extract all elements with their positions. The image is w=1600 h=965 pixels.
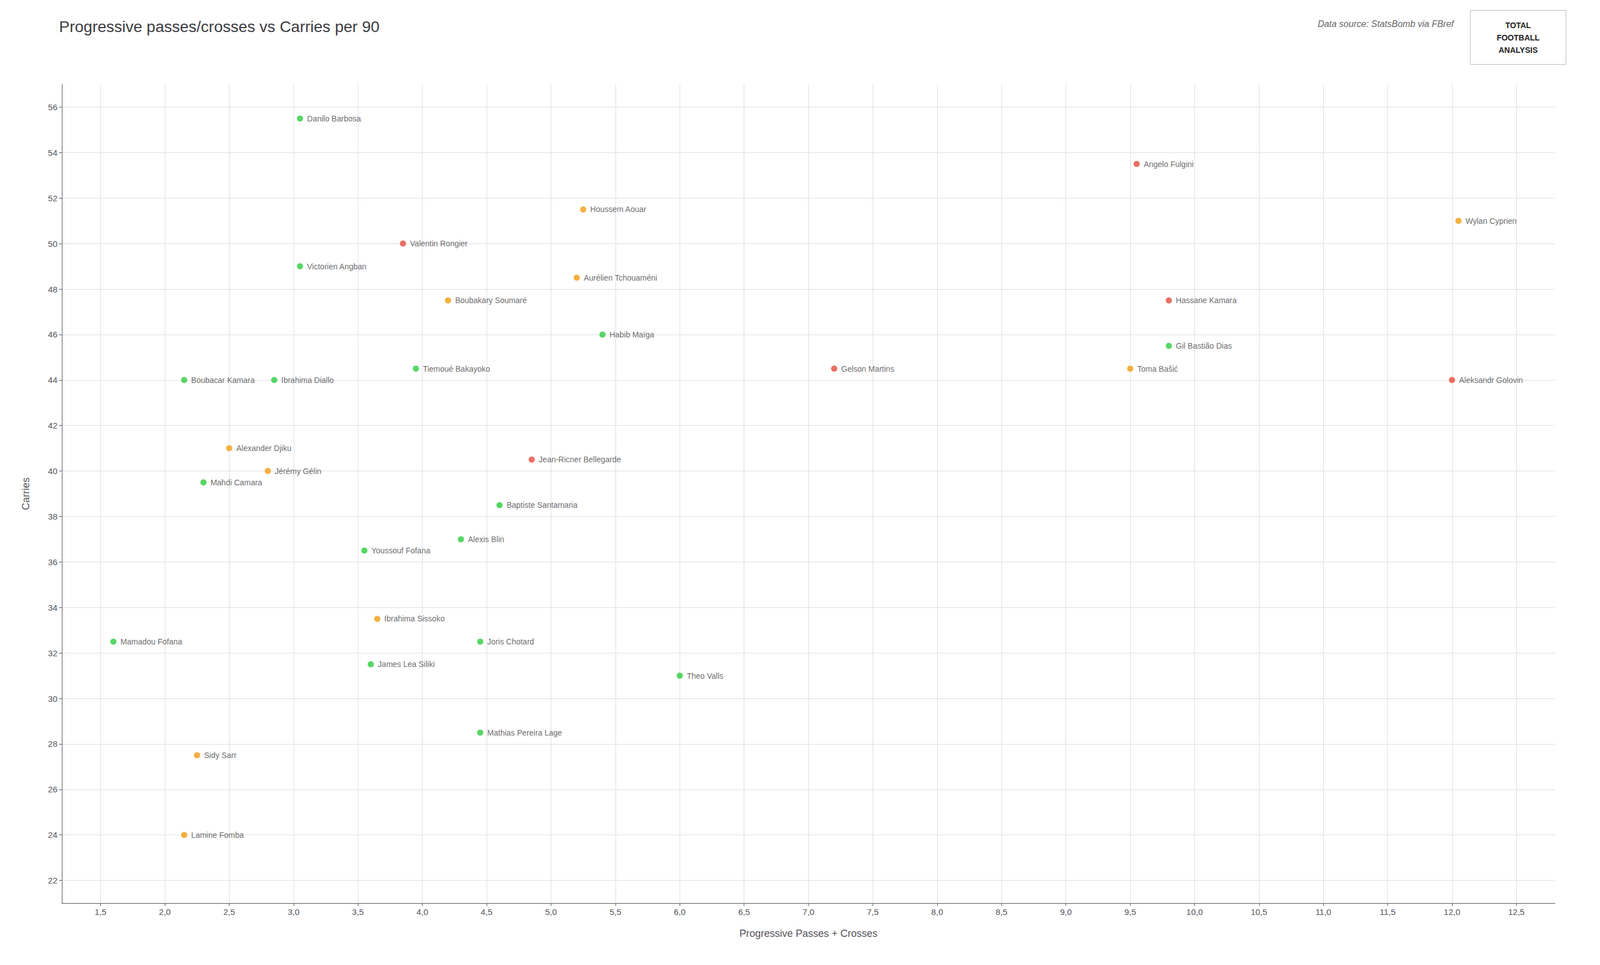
svg-text:Alexander Djiku: Alexander Djiku — [236, 443, 292, 453]
svg-text:12,5: 12,5 — [1508, 907, 1525, 918]
svg-text:4,0: 4,0 — [416, 907, 429, 918]
svg-text:32: 32 — [47, 648, 58, 659]
svg-text:Data source: StatsBomb via FBr: Data source: StatsBomb via FBref — [1317, 19, 1455, 29]
svg-text:Progressive passes/crosses vs: Progressive passes/crosses vs Carries pe… — [59, 18, 380, 36]
svg-text:Jérémy Gélin: Jérémy Gélin — [275, 466, 322, 476]
svg-text:6,5: 6,5 — [738, 907, 750, 918]
svg-text:Baptiste Santamaria: Baptiste Santamaria — [506, 500, 578, 510]
svg-text:1,5: 1,5 — [94, 907, 107, 918]
svg-text:FOOTBALL: FOOTBALL — [1496, 33, 1540, 43]
svg-text:2,5: 2,5 — [223, 907, 236, 918]
svg-text:Valentin Rongier: Valentin Rongier — [410, 239, 469, 249]
svg-text:Aurélien Tchouaméni: Aurélien Tchouaméni — [583, 273, 658, 283]
svg-text:Joris Chotard: Joris Chotard — [487, 637, 534, 647]
svg-text:Theo Valls: Theo Valls — [686, 671, 724, 681]
svg-text:Danilo Barbosa: Danilo Barbosa — [307, 114, 362, 124]
svg-text:Carries: Carries — [20, 477, 32, 511]
svg-text:24: 24 — [47, 830, 58, 840]
svg-text:ANALYSIS: ANALYSIS — [1498, 45, 1539, 55]
svg-text:Sidy Sarr: Sidy Sarr — [204, 751, 237, 761]
svg-text:34: 34 — [47, 603, 58, 613]
svg-text:Houssem Aouar: Houssem Aouar — [590, 204, 647, 214]
svg-text:10,0: 10,0 — [1186, 907, 1203, 918]
svg-text:42: 42 — [47, 420, 58, 431]
svg-text:11,0: 11,0 — [1315, 907, 1332, 918]
svg-text:James Lea Siliki: James Lea Siliki — [378, 659, 435, 669]
svg-text:46: 46 — [47, 329, 58, 340]
svg-text:Progressive Passes + Crosses: Progressive Passes + Crosses — [739, 928, 878, 940]
svg-text:6,0: 6,0 — [673, 907, 686, 918]
svg-text:10,5: 10,5 — [1250, 907, 1267, 918]
svg-text:TOTAL: TOTAL — [1505, 20, 1532, 30]
svg-text:48: 48 — [47, 284, 58, 295]
svg-text:Angelo Fulgini: Angelo Fulgini — [1143, 159, 1194, 169]
svg-text:30: 30 — [47, 694, 58, 704]
svg-text:36: 36 — [47, 557, 58, 568]
svg-text:2,0: 2,0 — [159, 907, 172, 918]
svg-text:40: 40 — [47, 466, 58, 476]
svg-text:50: 50 — [47, 239, 58, 249]
svg-text:Mathias Pereira Lage: Mathias Pereira Lage — [487, 728, 563, 738]
svg-text:56: 56 — [47, 102, 58, 112]
svg-text:Wylan Cyprien: Wylan Cyprien — [1465, 216, 1517, 226]
svg-text:Aleksandr Golovin: Aleksandr Golovin — [1458, 375, 1523, 385]
svg-text:Victorien Angban: Victorien Angban — [307, 262, 367, 272]
svg-text:Mahdi Camara: Mahdi Camara — [210, 478, 263, 488]
svg-text:9,5: 9,5 — [1124, 907, 1137, 918]
svg-text:Boubakary Soumaré: Boubakary Soumaré — [455, 295, 528, 305]
svg-text:Ibrahima Diallo: Ibrahima Diallo — [281, 375, 335, 385]
svg-text:54: 54 — [47, 147, 58, 158]
svg-text:Toma Bašić: Toma Bašić — [1136, 364, 1178, 374]
svg-text:Habib Maïga: Habib Maïga — [609, 330, 655, 340]
svg-text:8,5: 8,5 — [995, 907, 1008, 918]
svg-text:26: 26 — [47, 784, 58, 795]
svg-text:38: 38 — [47, 511, 58, 522]
svg-text:52: 52 — [47, 193, 58, 204]
svg-text:Mamadou Fofana: Mamadou Fofana — [120, 637, 183, 647]
svg-text:Jean-Ricner Bellegarde: Jean-Ricner Bellegarde — [538, 455, 622, 465]
svg-text:5,5: 5,5 — [609, 907, 622, 918]
svg-text:7,5: 7,5 — [866, 907, 879, 918]
svg-text:12,0: 12,0 — [1443, 907, 1460, 918]
svg-text:4,5: 4,5 — [481, 907, 493, 918]
svg-text:9,0: 9,0 — [1059, 907, 1072, 918]
svg-text:3,5: 3,5 — [352, 907, 364, 918]
svg-text:Youssouf Fofana: Youssouf Fofana — [371, 546, 431, 556]
svg-text:Boubacar Kamara: Boubacar Kamara — [191, 375, 255, 385]
svg-text:8,0: 8,0 — [931, 907, 943, 918]
svg-text:Lamine Fomba: Lamine Fomba — [191, 830, 245, 840]
svg-text:22: 22 — [47, 875, 58, 886]
svg-text:Gil Bastião Dias: Gil Bastião Dias — [1175, 341, 1233, 351]
svg-text:7,0: 7,0 — [802, 907, 815, 918]
svg-text:Tiemoué Bakayoko: Tiemoué Bakayoko — [423, 364, 491, 374]
svg-text:Gelson Martins: Gelson Martins — [841, 364, 894, 374]
svg-text:44: 44 — [47, 375, 58, 385]
svg-text:5,0: 5,0 — [545, 907, 557, 918]
svg-text:3,0: 3,0 — [287, 907, 300, 918]
svg-text:28: 28 — [47, 739, 58, 749]
svg-text:Alexis Blin: Alexis Blin — [468, 535, 505, 545]
svg-text:Ibrahima Sissoko: Ibrahima Sissoko — [384, 614, 446, 624]
svg-text:Hassane Kamara: Hassane Kamara — [1175, 295, 1237, 305]
svg-text:11,5: 11,5 — [1380, 907, 1396, 918]
